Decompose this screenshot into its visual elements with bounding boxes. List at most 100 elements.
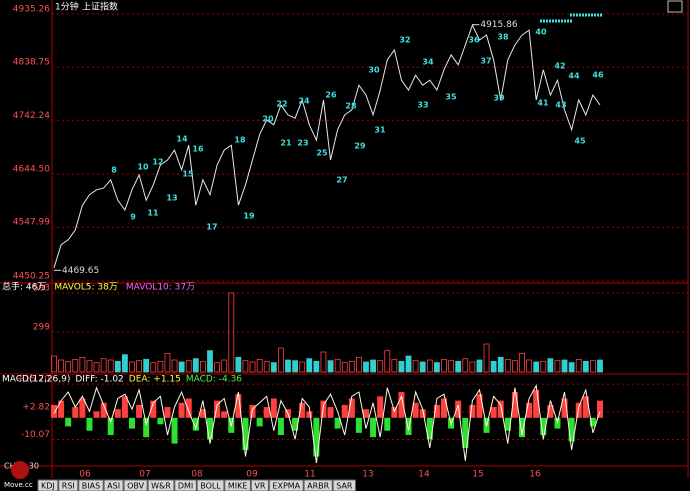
wave-label: 40 bbox=[535, 28, 547, 37]
wave-label: 17 bbox=[206, 223, 217, 232]
period: 1分钟 bbox=[55, 1, 79, 13]
window-button[interactable] bbox=[667, 0, 683, 13]
tab-label[interactable]: SAR bbox=[336, 482, 353, 491]
macd-bar bbox=[221, 411, 228, 418]
volume-bar bbox=[100, 358, 107, 373]
volume-bar bbox=[554, 360, 561, 373]
volume-bar bbox=[249, 361, 256, 373]
tab[interactable] bbox=[303, 479, 333, 491]
macd-bar bbox=[157, 417, 164, 425]
tab-label[interactable]: KDJ bbox=[41, 482, 55, 491]
macd-bar bbox=[597, 400, 603, 418]
tab[interactable] bbox=[196, 479, 225, 491]
tab[interactable] bbox=[250, 479, 269, 491]
tab-label[interactable]: BIAS bbox=[82, 482, 100, 491]
volume-bar bbox=[93, 362, 100, 373]
macd-bar bbox=[490, 407, 497, 418]
wave-label: 12 bbox=[152, 158, 163, 167]
volume-bar bbox=[129, 361, 135, 373]
macd-bar bbox=[207, 417, 213, 440]
macd-bar bbox=[235, 394, 242, 418]
macd-bar bbox=[370, 417, 377, 438]
macd-bar bbox=[58, 400, 65, 418]
high-label: 4915.86 bbox=[480, 20, 517, 30]
y-tick-label: +15.70 bbox=[17, 375, 51, 385]
macd-bar bbox=[192, 417, 199, 431]
macd-bar bbox=[79, 398, 86, 418]
volume-bar bbox=[334, 358, 341, 373]
tab-label[interactable]: DMI bbox=[178, 482, 193, 491]
macd-bar bbox=[405, 417, 412, 435]
volume-bar bbox=[171, 359, 178, 373]
tab-label[interactable]: RSI bbox=[62, 482, 75, 491]
volume-bar bbox=[597, 359, 603, 373]
y-tick-label: +2.82 bbox=[22, 402, 50, 412]
tab[interactable] bbox=[147, 479, 175, 491]
tab-label[interactable]: W&R bbox=[151, 482, 171, 491]
volume-bar bbox=[306, 358, 313, 373]
tab[interactable] bbox=[103, 479, 124, 491]
macd-bar bbox=[107, 417, 114, 435]
volume-bar bbox=[384, 350, 391, 373]
volume-bar bbox=[278, 347, 284, 373]
volume-bar bbox=[582, 360, 589, 373]
macd-bar bbox=[419, 409, 426, 418]
y-tick-label: -10.07 bbox=[21, 430, 50, 440]
volume-bar bbox=[434, 362, 440, 373]
tab-label[interactable]: ARBR bbox=[307, 482, 330, 491]
macd-bar bbox=[51, 404, 57, 418]
macd-bar bbox=[533, 389, 540, 418]
y-tick-label: 4450.25 bbox=[13, 272, 50, 282]
volume-bar bbox=[86, 360, 93, 373]
volume-bar bbox=[490, 360, 497, 373]
tab[interactable] bbox=[224, 479, 251, 491]
macd-bar bbox=[185, 398, 192, 418]
wave-label: 21 bbox=[280, 139, 292, 148]
volume-bar bbox=[242, 360, 249, 373]
tab[interactable] bbox=[332, 479, 356, 491]
macd-header: MACD: -4.36 bbox=[186, 375, 242, 385]
volume-bar bbox=[263, 360, 270, 373]
index-name: 上证指数 bbox=[82, 1, 118, 13]
tab[interactable] bbox=[174, 479, 197, 491]
wave-label: 11 bbox=[147, 209, 159, 218]
volume-bar bbox=[327, 360, 334, 373]
macd-bar bbox=[398, 392, 405, 418]
wave-label: 23 bbox=[297, 139, 308, 148]
tab-label[interactable]: VR bbox=[254, 482, 265, 491]
macd-header: DIFF: -1.02 bbox=[75, 375, 123, 385]
tab-label[interactable]: MIKE bbox=[228, 482, 248, 491]
tab[interactable] bbox=[268, 479, 304, 491]
tab-label[interactable]: BOLL bbox=[200, 482, 221, 491]
volume-bar bbox=[590, 360, 596, 373]
volume-bar bbox=[575, 358, 582, 373]
wave-label: 20 bbox=[262, 115, 274, 124]
x-tick-label: 08 bbox=[191, 470, 203, 480]
macd-bar bbox=[178, 402, 185, 418]
y-tick-label: 4547.99 bbox=[13, 218, 50, 228]
macd-bar bbox=[136, 404, 143, 418]
wave-label: 26 bbox=[325, 91, 337, 100]
macd-bar bbox=[65, 417, 72, 427]
macd-bar bbox=[263, 407, 270, 418]
x-tick-label: 16 bbox=[529, 470, 541, 480]
macd-header: MACD(12,26,9) bbox=[2, 375, 70, 385]
volume-bar bbox=[136, 360, 142, 373]
tab[interactable] bbox=[78, 479, 104, 491]
tab[interactable] bbox=[123, 479, 148, 491]
volume-bar bbox=[157, 360, 164, 373]
tab[interactable] bbox=[58, 479, 79, 491]
tab[interactable] bbox=[37, 479, 59, 491]
tab-label[interactable]: ASI bbox=[107, 482, 120, 491]
tab-label[interactable]: EXPMA bbox=[272, 482, 300, 491]
macd-bar bbox=[363, 409, 369, 418]
macd-bar bbox=[313, 417, 320, 457]
macd-bar bbox=[292, 417, 299, 431]
tab-label[interactable]: OBV bbox=[127, 482, 145, 491]
volume-bar bbox=[476, 359, 483, 373]
volume-bar bbox=[348, 360, 355, 373]
volume-bar bbox=[377, 360, 384, 373]
macd-bar bbox=[199, 409, 206, 418]
macd-bar bbox=[355, 417, 362, 433]
